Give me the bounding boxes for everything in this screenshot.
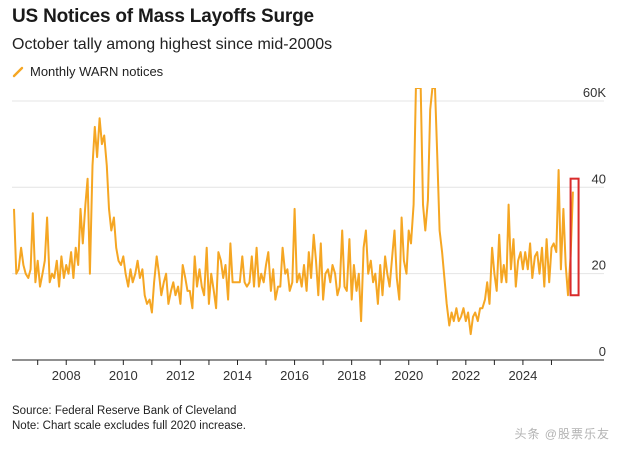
x-tick-label: 2014 [223,368,252,383]
watermark: 头条 @股票乐友 [514,427,610,441]
series-line [13,88,574,336]
chart-subtitle: October tally among highest since mid-20… [12,36,333,53]
x-tick-label: 2010 [109,368,138,383]
y-tick-label: 60K [583,85,606,100]
y-tick-label: 40 [592,171,606,186]
x-tick-label: 2022 [451,368,480,383]
chart-footer: Source: Federal Reserve Bank of Clevelan… [12,404,246,434]
x-tick-label: 2024 [508,368,537,383]
x-tick-label: 2012 [166,368,195,383]
legend-swatch-icon [12,66,24,77]
x-tick-label: 2020 [394,368,423,383]
y-tick-label: 0 [599,344,606,359]
source-note: Source: Federal Reserve Bank of Clevelan… [12,405,237,417]
legend: Monthly WARN notices [12,64,163,79]
highlight-box [569,177,580,297]
chart-title: US Notices of Mass Layoffs Surge [12,6,314,27]
x-tick-label: 2016 [280,368,309,383]
x-tick-label: 2008 [52,368,81,383]
legend-label: Monthly WARN notices [30,64,164,79]
line-chart: 0 20 40 60K 2008 2010 2012 2014 2016 2018 2020 2022… [12,85,606,383]
y-tick-label: 20 [592,258,606,273]
scale-note: Note: Chart scale excludes full 2020 inc… [12,420,246,432]
x-tick-label: 2018 [337,368,366,383]
